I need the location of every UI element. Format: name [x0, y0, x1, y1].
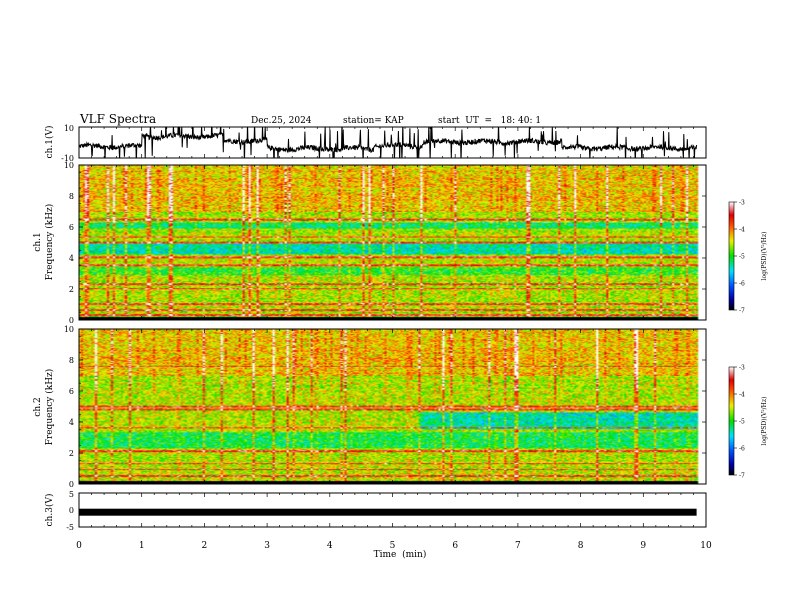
- figure-title: VLF Spectra: [79, 112, 156, 126]
- ch3-tick-top: 5: [69, 490, 74, 499]
- ch2-spectrogram-ylabel: ch.2: [33, 397, 43, 416]
- ch2-frequency-tick-label: 2: [69, 449, 74, 458]
- ch1-colorbar-label: log(PSD)(V²/Hz): [761, 232, 768, 281]
- time-axis-tick-labels: 0 1 2 3 4 5 6 7 8 9 10: [76, 541, 712, 551]
- ch2-colorbar-label: log(PSD)(V²/Hz): [761, 397, 768, 446]
- ch2-colorbar-tick-label: -5: [739, 419, 745, 426]
- ch2-colorbar-tick-label: -6: [739, 446, 745, 453]
- time-tick-label: 3: [264, 541, 270, 551]
- ch2-frequency-tick-label: 10: [64, 325, 74, 334]
- ch1-frequency-tick-label: 6: [69, 223, 74, 232]
- ch1-colorbar-tick-label: -4: [739, 227, 745, 234]
- header-station: station= KAP: [343, 116, 404, 126]
- ch3-waveform-trace: [79, 508, 697, 516]
- time-tick-label: 2: [202, 541, 208, 551]
- ch2-spectrogram-image: [79, 329, 706, 484]
- ch1-frequency-tick-label: 10: [64, 161, 74, 170]
- ch1-frequency-label: Frequency (kHz): [44, 204, 55, 281]
- ch1-colorbar-tick-label: -7: [739, 308, 745, 315]
- ch1-waveform-line: [79, 127, 698, 158]
- ch1-tick-bottom: -10: [61, 154, 74, 163]
- ch1-colorbar-gradient: [728, 201, 735, 311]
- time-tick-label: 0: [76, 541, 82, 551]
- ch2-frequency-tick-label: 6: [69, 387, 74, 396]
- ch3-tick-mid: 0: [69, 506, 74, 515]
- time-tick-label: 1: [139, 541, 145, 551]
- ch1-spectrogram-ylabel: ch.1: [33, 232, 43, 251]
- time-axis-label: Time (min): [374, 549, 427, 560]
- ch1-spectrogram-image: [79, 165, 706, 320]
- ch1-frequency-tick-label: 2: [69, 285, 74, 294]
- time-tick-label: 10: [700, 541, 712, 551]
- time-tick-label: 4: [327, 541, 333, 551]
- ch3-waveform-panel: 5 0 -5 ch.3(V): [44, 490, 707, 532]
- ch2-spectrogram-panel: 0 2 4 6 8 10 ch.2 Frequency (kHz): [33, 325, 707, 489]
- ch2-colorbar-tick-label: -3: [739, 365, 745, 372]
- time-tick-label: 5: [390, 541, 396, 551]
- ch1-frequency-tick-label: 8: [69, 192, 74, 201]
- time-tick-label: 8: [578, 541, 584, 551]
- time-tick-label: 6: [452, 541, 458, 551]
- ch1-waveform-ylabel: ch.1(V): [44, 126, 55, 159]
- ch2-colorbar-tick-label: -4: [739, 392, 745, 399]
- ch3-waveform-ylabel: ch.3(V): [44, 494, 55, 527]
- time-tick-label: 7: [515, 541, 521, 551]
- ch2-frequency-label: Frequency (kHz): [44, 369, 55, 446]
- ch2-colorbar: -3 -4 -5 -6 -7 log(PSD)(V²/Hz): [728, 365, 768, 480]
- ch2-frequency-tick-label: 8: [69, 356, 74, 365]
- header-date: Dec.25, 2024: [251, 116, 312, 126]
- ch1-colorbar-tick-label: -3: [739, 200, 745, 207]
- ch1-frequency-tick-label: 4: [69, 254, 74, 263]
- ch2-frequency-tick-label: 4: [69, 418, 74, 427]
- ch1-frequency-tick-label: 0: [69, 316, 74, 325]
- time-tick-label: 9: [640, 541, 646, 551]
- ch2-frequency-tick-label: 0: [69, 480, 74, 489]
- ch2-colorbar-tick-label: -7: [739, 473, 745, 480]
- ch1-colorbar-tick-label: -6: [739, 281, 745, 288]
- ch2-colorbar-gradient: [728, 366, 735, 476]
- header-start-ut: start UT = 18: 40: 1: [438, 116, 541, 126]
- ch1-colorbar-tick-label: -5: [739, 254, 745, 261]
- time-axis-ticks: [78, 127, 707, 527]
- ch1-tick-top: 10: [64, 124, 74, 133]
- ch3-tick-bottom: -5: [66, 523, 74, 532]
- ch1-colorbar: -3 -4 -5 -6 -7 log(PSD)(V²/Hz): [728, 200, 768, 315]
- ch1-spectrogram-panel: 0 2 4 6 8 10 ch.1 Frequency (kHz): [33, 161, 707, 325]
